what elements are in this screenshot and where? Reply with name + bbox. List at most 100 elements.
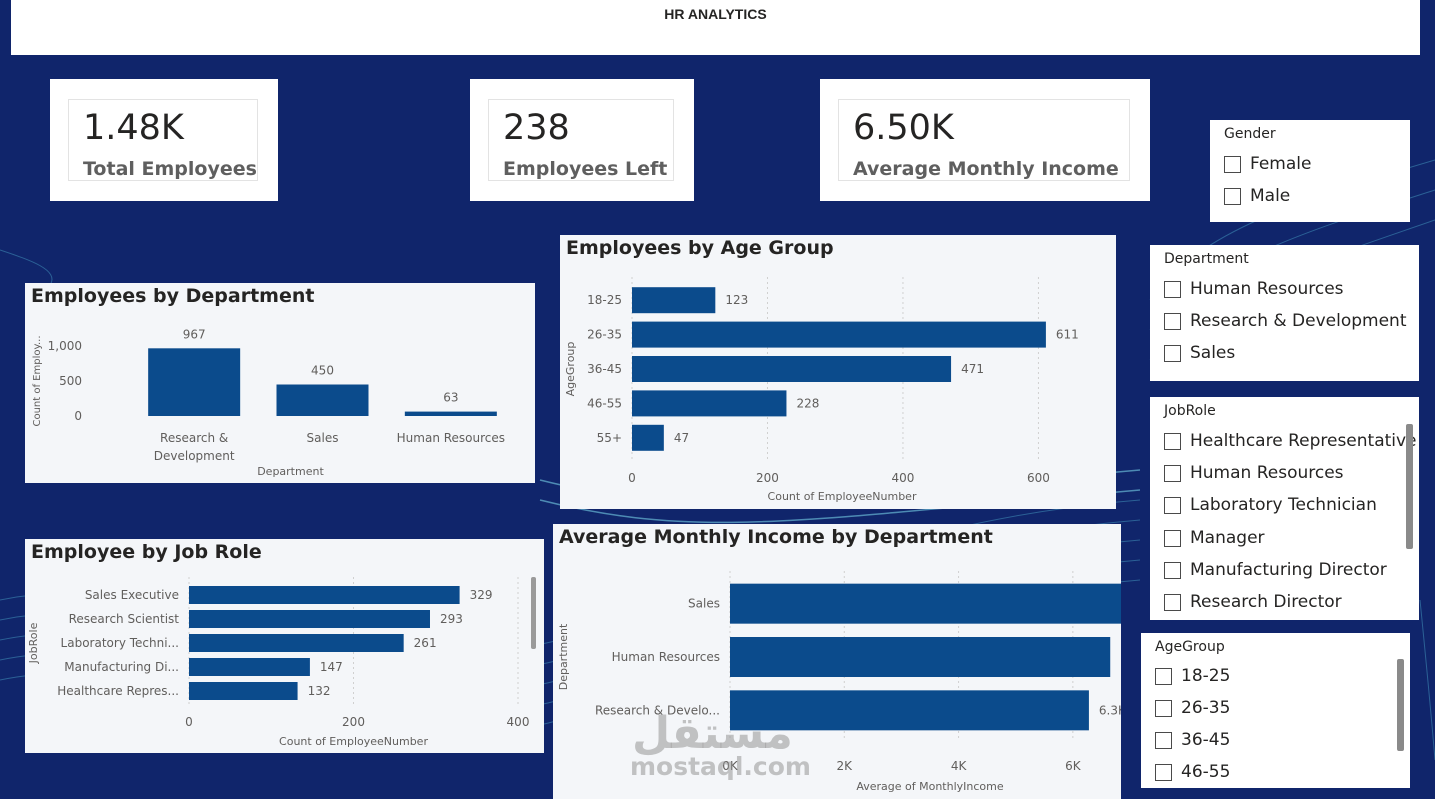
kpi-total-employees[interactable]: 1.48K Total Employees bbox=[50, 79, 278, 201]
checkbox[interactable] bbox=[1164, 496, 1181, 514]
x-axis-title: Department bbox=[257, 465, 324, 478]
y-axis-title: Department bbox=[557, 623, 570, 690]
slicer-scrollbar[interactable] bbox=[1397, 659, 1404, 751]
slicer-item-label: Female bbox=[1250, 154, 1312, 174]
slicer-item-26-35[interactable]: 26-35 bbox=[1155, 696, 1230, 720]
slicer-item-sales[interactable]: Sales bbox=[1164, 341, 1235, 365]
data-label: 147 bbox=[320, 660, 343, 674]
chart-title: Employees by Department bbox=[31, 285, 315, 307]
checkbox[interactable] bbox=[1164, 432, 1181, 450]
kpi-employees-left[interactable]: 238 Employees Left bbox=[470, 79, 694, 201]
x-tick-label: 0 bbox=[185, 715, 193, 729]
y-tick-label: 500 bbox=[59, 374, 82, 388]
y-tick-label: Manufacturing Di... bbox=[64, 660, 179, 674]
kpi-value: 6.50K bbox=[853, 108, 954, 148]
chart-title: Employees by Age Group bbox=[566, 237, 834, 259]
y-tick-label: Healthcare Repres... bbox=[57, 684, 179, 698]
x-tick-label: 400 bbox=[892, 471, 915, 485]
slicer-item-healthcare-representative[interactable]: Healthcare Representative bbox=[1164, 429, 1417, 453]
watermark-latin: mostaql.com bbox=[630, 752, 811, 781]
checkbox[interactable] bbox=[1224, 155, 1241, 173]
checkbox[interactable] bbox=[1164, 464, 1181, 482]
checkbox[interactable] bbox=[1155, 699, 1172, 717]
slicer-title: JobRole bbox=[1164, 403, 1216, 419]
data-label: 329 bbox=[470, 588, 493, 602]
data-label: 63 bbox=[443, 391, 458, 405]
chart-employees-by-department[interactable]: 0 500 1,000 967 Research & Development 450 Sale… bbox=[25, 283, 535, 483]
slicer-item-label: 36-45 bbox=[1181, 730, 1231, 750]
chart-title: Average Monthly Income by Department bbox=[559, 526, 993, 548]
y-tick-label: 36-45 bbox=[587, 362, 622, 376]
slicer-item-46-55[interactable]: 46-55 bbox=[1155, 760, 1230, 784]
checkbox[interactable] bbox=[1224, 187, 1241, 205]
slicer-item-label: 46-55 bbox=[1181, 762, 1231, 782]
x-axis-title: Count of EmployeeNumber bbox=[768, 490, 917, 503]
data-label: 123 bbox=[725, 293, 748, 307]
y-tick-label: 18-25 bbox=[587, 293, 622, 307]
chart-scrollbar[interactable] bbox=[531, 577, 536, 649]
y-tick-label: Human Resources bbox=[612, 650, 720, 664]
y-tick-label: Sales Executive bbox=[85, 588, 179, 602]
chart-title: Employee by Job Role bbox=[31, 541, 262, 563]
chart-employee-by-job-role[interactable]: 0 200 400 Sales Executive 329 Research Scient… bbox=[25, 539, 544, 753]
slicer-title: AgeGroup bbox=[1155, 639, 1225, 655]
slicer-item-label: Research & Development bbox=[1190, 311, 1407, 331]
x-axis-title: Average of MonthlyIncome bbox=[856, 780, 1004, 793]
data-label: 450 bbox=[311, 364, 334, 378]
slicer-department: Department Human Resources Research & De… bbox=[1150, 245, 1419, 381]
slicer-item-manager[interactable]: Manager bbox=[1164, 526, 1265, 550]
x-tick-label: 2K bbox=[837, 759, 854, 773]
chart-employees-by-age-group[interactable]: 0 200 400 600 18-25 123 26-35 611 36-45 471 46-55 2… bbox=[560, 235, 1116, 509]
checkbox[interactable] bbox=[1155, 667, 1172, 685]
slicer-title: Department bbox=[1164, 251, 1249, 267]
y-tick-label: 0 bbox=[74, 409, 82, 423]
bar bbox=[189, 586, 460, 604]
watermark-arabic: مستقل bbox=[632, 708, 793, 759]
chart-average-monthly-income-by-department[interactable]: 0K2K4K6KSales7.0KHuman Resources6.7KRese… bbox=[553, 524, 1121, 799]
data-label: 132 bbox=[308, 684, 331, 698]
bar bbox=[730, 690, 1089, 731]
y-tick-label: 26-35 bbox=[587, 328, 622, 342]
department-chart-svg: 0 500 1,000 967 Research & Development 450 Sale… bbox=[32, 327, 505, 478]
checkbox[interactable] bbox=[1164, 280, 1181, 298]
slicer-item-human-resources[interactable]: Human Resources bbox=[1164, 461, 1344, 485]
checkbox[interactable] bbox=[1164, 529, 1181, 547]
data-label: 228 bbox=[796, 396, 819, 410]
bar bbox=[632, 287, 716, 314]
checkbox[interactable] bbox=[1164, 593, 1181, 611]
bar bbox=[189, 682, 298, 700]
slicer-item-research-development[interactable]: Research & Development bbox=[1164, 309, 1406, 333]
checkbox[interactable] bbox=[1155, 763, 1172, 781]
checkbox[interactable] bbox=[1164, 561, 1181, 579]
bar bbox=[189, 658, 310, 676]
slicer-item-18-25[interactable]: 18-25 bbox=[1155, 664, 1230, 688]
slicer-item-male[interactable]: Male bbox=[1224, 184, 1290, 208]
x-tick-label: Development bbox=[154, 449, 235, 463]
slicer-item-label: Human Resources bbox=[1190, 463, 1344, 483]
y-tick-label: 46-55 bbox=[587, 396, 622, 410]
x-tick-label: 200 bbox=[756, 471, 779, 485]
slicer-item-human-resources[interactable]: Human Resources bbox=[1164, 277, 1344, 301]
checkbox[interactable] bbox=[1164, 344, 1181, 362]
data-label: 471 bbox=[961, 362, 984, 376]
x-tick-label: 600 bbox=[1027, 471, 1050, 485]
data-label: 261 bbox=[414, 636, 437, 650]
slicer-item-manufacturing-director[interactable]: Manufacturing Director bbox=[1164, 558, 1387, 582]
data-label: 967 bbox=[183, 327, 206, 341]
x-tick-label: 0K bbox=[722, 759, 739, 773]
data-label: 6.3K bbox=[1099, 703, 1121, 717]
slicer-item-label: 18-25 bbox=[1181, 666, 1231, 686]
bar bbox=[632, 356, 952, 382]
slicer-item-research-director[interactable]: Research Director bbox=[1164, 590, 1342, 614]
checkbox[interactable] bbox=[1155, 731, 1172, 749]
slicer-item-female[interactable]: Female bbox=[1224, 152, 1311, 176]
age-group-chart-svg: 0 200 400 600 18-25 123 26-35 611 36-45 471 46-55 2… bbox=[564, 277, 1079, 503]
bar bbox=[632, 321, 1046, 348]
x-axis-title: Count of EmployeeNumber bbox=[279, 735, 428, 748]
slicer-item-laboratory-technician[interactable]: Laboratory Technician bbox=[1164, 493, 1377, 517]
slicer-scrollbar[interactable] bbox=[1406, 424, 1413, 549]
checkbox[interactable] bbox=[1164, 312, 1181, 330]
slicer-item-36-45[interactable]: 36-45 bbox=[1155, 728, 1230, 752]
kpi-average-monthly-income[interactable]: 6.50K Average Monthly Income bbox=[820, 79, 1150, 201]
slicer-item-label: Laboratory Technician bbox=[1190, 495, 1377, 515]
